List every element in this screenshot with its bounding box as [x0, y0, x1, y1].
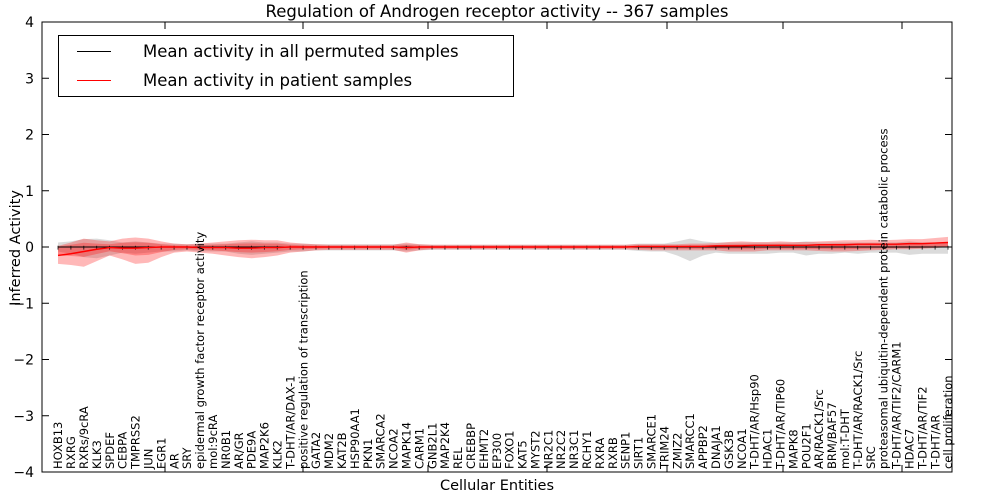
legend-label-patient: Mean activity in patient samples: [143, 71, 413, 91]
x-category-label: EHMT2: [477, 429, 491, 469]
x-category-label: NCOA2: [387, 428, 401, 469]
x-category-label: TRIM24: [657, 426, 671, 470]
x-category-label: CREBBP: [464, 423, 478, 469]
y-axis-label: Inferred Activity: [8, 190, 24, 306]
permuted-line-swatch: [77, 50, 111, 52]
x-category-label: mol:T-DHT: [838, 408, 852, 469]
x-category-label: ZMIZ2: [670, 433, 684, 469]
x-category-label: REL: [451, 447, 465, 469]
legend: Mean activity in all permuted samples Me…: [58, 35, 514, 97]
x-category-label: T-DHT/AR: [928, 415, 942, 470]
x-category-label: T-DHT/AR/TIF2/CARM1: [890, 341, 904, 470]
x-category-label: KAT2B: [335, 432, 349, 469]
x-category-label: MYST2: [528, 430, 542, 469]
y-tick-label: −1: [13, 296, 34, 312]
x-category-label: proteasomal ubiquitin-dependent protein …: [877, 128, 891, 469]
x-category-label: RXRG: [64, 436, 78, 469]
x-category-label: T-DHT/AR/TIF2: [915, 386, 929, 470]
x-category-label: T-DHT/AR/Hsp90: [748, 374, 762, 470]
x-category-label: FOXO1: [503, 431, 517, 469]
x-category-label: MAPK14: [399, 422, 413, 469]
x-category-label: GNB2L1: [425, 423, 439, 469]
y-tick-label: 2: [25, 128, 34, 144]
y-tick-label: 3: [25, 71, 34, 87]
x-category-label: epidermal growth factor receptor activit…: [193, 232, 207, 469]
x-category-label: EGR1: [154, 438, 168, 470]
x-category-label: NR2C1: [541, 430, 555, 469]
x-category-label: positive regulation of transcription: [296, 270, 310, 469]
x-category-label: NR0B1: [219, 430, 233, 469]
x-category-label: NR2C2: [554, 430, 568, 469]
x-category-label: DNAJA1: [709, 425, 723, 469]
chart-title: Regulation of Androgen receptor activity…: [265, 2, 729, 21]
x-category-label: POU2F1: [799, 423, 813, 469]
x-category-label: T-DHT/AR/TIP60: [774, 379, 788, 470]
y-tick-label: −4: [13, 465, 34, 481]
x-category-label: RXRA: [593, 438, 607, 469]
x-category-label: CEBPA: [116, 432, 130, 469]
x-category-label: BRM/BAF57: [825, 402, 839, 469]
x-category-label: KAT5: [516, 440, 530, 469]
x-category-label: MAPK8: [786, 429, 800, 469]
x-category-label: mol:9cRA: [206, 415, 220, 469]
x-category-label: KLK3: [90, 440, 104, 469]
y-tick-label: −2: [13, 353, 34, 369]
x-category-label: MAP2K4: [438, 422, 452, 469]
x-category-label: SMARCE1: [645, 414, 659, 469]
y-tick-label: 0: [25, 240, 34, 256]
x-category-label: AR: [167, 453, 181, 469]
x-category-label: SMARCC1: [683, 413, 697, 469]
x-category-label: EP300: [490, 433, 504, 469]
x-category-label: HDAC7: [903, 429, 917, 469]
x-category-label: SPDEF: [103, 432, 117, 469]
legend-item-permuted: Mean activity in all permuted samples: [59, 37, 513, 65]
x-category-label: AR/RACK1/Src: [812, 389, 826, 469]
x-category-label: SIRT1: [632, 437, 646, 469]
x-category-label: MAP2K6: [258, 422, 272, 469]
x-category-label: HOXB13: [51, 422, 65, 469]
x-category-label: T-DHT/AR/RACK1/Src: [851, 351, 865, 470]
x-category-label: HDAC1: [761, 429, 775, 469]
patient-mean-line: [57, 241, 949, 257]
x-axis-label: Cellular Entities: [439, 478, 555, 494]
legend-item-patient: Mean activity in patient samples: [59, 67, 513, 95]
x-category-label: NCOA1: [735, 428, 749, 469]
x-category-label: RXRs/9cRA: [77, 406, 91, 469]
patient-std-band: [58, 236, 948, 267]
x-category-label: PKN1: [361, 439, 375, 469]
x-category-label: RCHY1: [580, 431, 594, 469]
x-category-label: APPBP2: [696, 425, 710, 469]
x-category-label: KLK2: [270, 440, 284, 469]
x-category-label: CARM1: [412, 428, 426, 469]
x-category-label: GATA2: [309, 432, 323, 469]
y-tick-label: 1: [25, 184, 34, 200]
x-category-label: SMARCA2: [374, 413, 388, 469]
x-category-label: SRC: [864, 446, 878, 469]
x-category-label: TMPRSS2: [129, 415, 143, 470]
legend-label-permuted: Mean activity in all permuted samples: [143, 41, 459, 61]
x-category-label: MDM2: [322, 433, 336, 469]
x-category-label: GSK3B: [722, 430, 736, 469]
y-tick-label: 4: [25, 15, 34, 31]
permuted-std-band: [58, 238, 948, 262]
x-category-label: SENP1: [619, 432, 633, 469]
x-category-label: AR/GR: [232, 432, 246, 469]
x-category-label: PDE9A: [245, 431, 259, 469]
x-category-label: RXRB: [606, 437, 620, 469]
x-category-label: cell proliferation: [941, 375, 955, 469]
y-tick-label: −3: [13, 409, 34, 425]
patient-line-swatch: [77, 80, 111, 82]
x-category-label: JUN: [141, 449, 155, 470]
x-category-label: T-DHT/AR/DAX-1: [283, 375, 297, 470]
x-category-label: SRY: [180, 446, 194, 469]
x-category-label: NR3C1: [567, 430, 581, 469]
x-category-label: HSP90AA1: [348, 408, 362, 469]
